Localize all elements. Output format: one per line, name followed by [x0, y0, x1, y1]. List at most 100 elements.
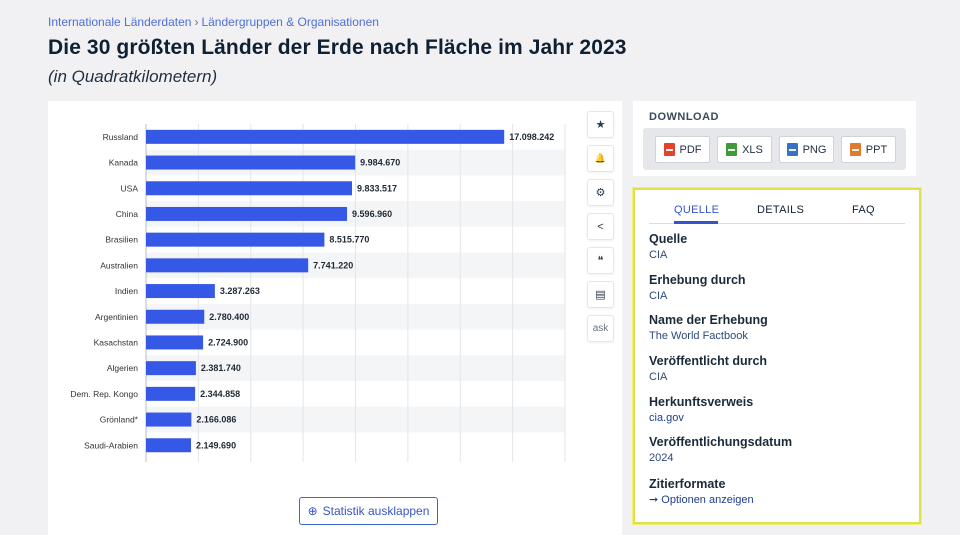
bar[interactable]: [146, 258, 309, 273]
field-label-zitierformate: Zitierformate: [649, 477, 726, 491]
bar-chart: Russland 17.098.242 Kanada 9.984.670 USA 9.83…: [70, 124, 566, 463]
page-subtitle: (in Quadratkilometern): [48, 67, 218, 86]
category-label: Brasilien: [105, 235, 138, 245]
field-value-datum: 2024: [649, 452, 674, 464]
download-png-label: PNG: [802, 143, 827, 156]
bar[interactable]: [146, 335, 204, 350]
value-label: 2.149.690: [196, 440, 236, 450]
value-label: 8.515.770: [329, 235, 369, 245]
page-title: Die 30 größten Länder der Erde nach Fläc…: [48, 36, 627, 59]
value-label: 9.984.670: [360, 158, 400, 168]
bar[interactable]: [146, 232, 325, 247]
value-label: 2.381.740: [201, 363, 241, 373]
expand-statistic-button[interactable]: ⊕ Statistik ausklappen: [299, 497, 438, 525]
value-label: 2.344.858: [200, 389, 240, 399]
category-label: Algerien: [107, 363, 138, 373]
bar[interactable]: [146, 309, 205, 324]
download-options: PDF XLS PNG PPT: [643, 128, 906, 170]
field-value-quelle: CIA: [649, 249, 668, 261]
share-icon: <: [597, 220, 604, 233]
download-xls-button[interactable]: XLS: [717, 136, 772, 163]
arrow-right-icon: ➞: [649, 494, 659, 506]
quote-icon: ❝: [597, 255, 604, 267]
ask-button[interactable]: ask: [587, 315, 614, 342]
field-value-veroeffentlicht: CIA: [649, 371, 668, 383]
tab-faq[interactable]: FAQ: [852, 204, 875, 216]
breadcrumb-separator: ›: [194, 15, 199, 29]
bar[interactable]: [146, 129, 505, 144]
breadcrumb: Internationale Länderdaten › Ländergruppen…: [48, 15, 379, 29]
bar[interactable]: [146, 361, 196, 376]
category-label: Russland: [103, 132, 139, 142]
field-label-name-erhebung: Name der Erhebung: [649, 313, 768, 327]
expand-statistic-label: Statistik ausklappen: [322, 504, 430, 518]
source-link[interactable]: cia.gov: [649, 412, 684, 424]
download-pdf-button[interactable]: PDF: [655, 136, 710, 163]
value-label: 2.780.400: [209, 312, 249, 322]
category-label: Indien: [115, 286, 138, 296]
print-icon: ▤: [595, 289, 606, 301]
bar[interactable]: [146, 206, 348, 221]
ask-icon: ask: [592, 323, 609, 334]
share-button[interactable]: <: [587, 213, 614, 240]
value-label: 2.166.086: [196, 415, 236, 425]
field-label-quelle: Quelle: [649, 232, 688, 246]
breadcrumb-link-international[interactable]: Internationale Länderdaten: [48, 15, 192, 29]
value-label: 3.287.263: [220, 286, 260, 296]
download-title: DOWNLOAD: [649, 111, 719, 123]
ppt-file-icon: [849, 143, 861, 156]
source-panel: QUELLE DETAILS FAQ Quelle CIA Erhebung d…: [633, 188, 921, 524]
download-ppt-label: PPT: [865, 143, 888, 156]
category-label: Kasachstan: [94, 337, 139, 347]
bar[interactable]: [146, 284, 215, 299]
chart-card: Russland 17.098.242 Kanada 9.984.670 USA 9.83…: [48, 101, 622, 535]
active-tab-indicator: [674, 221, 718, 224]
category-label: China: [116, 209, 138, 219]
category-label: Dem. Rep. Kongo: [70, 389, 138, 399]
download-png-button[interactable]: PNG: [779, 136, 834, 163]
category-label: Australien: [100, 260, 138, 270]
tab-details[interactable]: DETAILS: [757, 204, 805, 216]
favorite-icon: ★: [595, 119, 606, 131]
bar[interactable]: [146, 155, 356, 170]
png-file-icon: [786, 143, 798, 156]
citation-options-label: Optionen anzeigen: [661, 494, 754, 506]
field-label-erhebung: Erhebung durch: [649, 273, 746, 287]
download-xls-label: XLS: [742, 143, 763, 156]
settings-button[interactable]: ⚙: [587, 179, 614, 206]
print-button[interactable]: ▤: [587, 281, 614, 308]
breadcrumb-link-groups[interactable]: Ländergruppen & Organisationen: [201, 15, 379, 29]
xls-file-icon: [726, 143, 738, 156]
bar[interactable]: [146, 181, 353, 196]
favorite-button[interactable]: ★: [587, 111, 614, 138]
source-tabs: QUELLE DETAILS FAQ: [649, 202, 905, 224]
bar[interactable]: [146, 386, 196, 401]
bar[interactable]: [146, 412, 192, 427]
download-card: DOWNLOAD PDF XLS PNG PPT: [633, 101, 916, 176]
field-label-veroeffentlicht: Veröffentlicht durch: [649, 354, 768, 368]
tab-quelle[interactable]: QUELLE: [674, 204, 720, 216]
category-label: Grönland*: [100, 415, 139, 425]
category-label: Argentinien: [95, 312, 138, 322]
citation-options-link[interactable]: ➞ Optionen anzeigen: [649, 493, 754, 506]
pdf-file-icon: [663, 143, 675, 156]
value-label: 9.833.517: [357, 183, 397, 193]
settings-gear-icon: ⚙: [595, 187, 606, 199]
category-label: Kanada: [109, 158, 139, 168]
value-label: 17.098.242: [509, 132, 554, 142]
field-value-erhebung: CIA: [649, 290, 668, 302]
value-label: 2.724.900: [208, 337, 248, 347]
value-label: 7.741.220: [313, 260, 353, 270]
download-pdf-label: PDF: [679, 143, 702, 156]
category-label: USA: [121, 183, 139, 193]
plus-circle-icon: ⊕: [307, 504, 318, 518]
download-ppt-button[interactable]: PPT: [841, 136, 896, 163]
field-label-herkunft: Herkunftsverweis: [649, 395, 754, 409]
notification-bell-icon: 🔔: [594, 153, 607, 163]
cite-button[interactable]: ❝: [587, 247, 614, 274]
field-value-name-erhebung: The World Factbook: [649, 330, 748, 342]
value-label: 9.596.960: [352, 209, 392, 219]
notification-button[interactable]: 🔔: [587, 145, 614, 172]
bar[interactable]: [146, 438, 192, 453]
category-label: Saudi-Arabien: [84, 440, 138, 450]
